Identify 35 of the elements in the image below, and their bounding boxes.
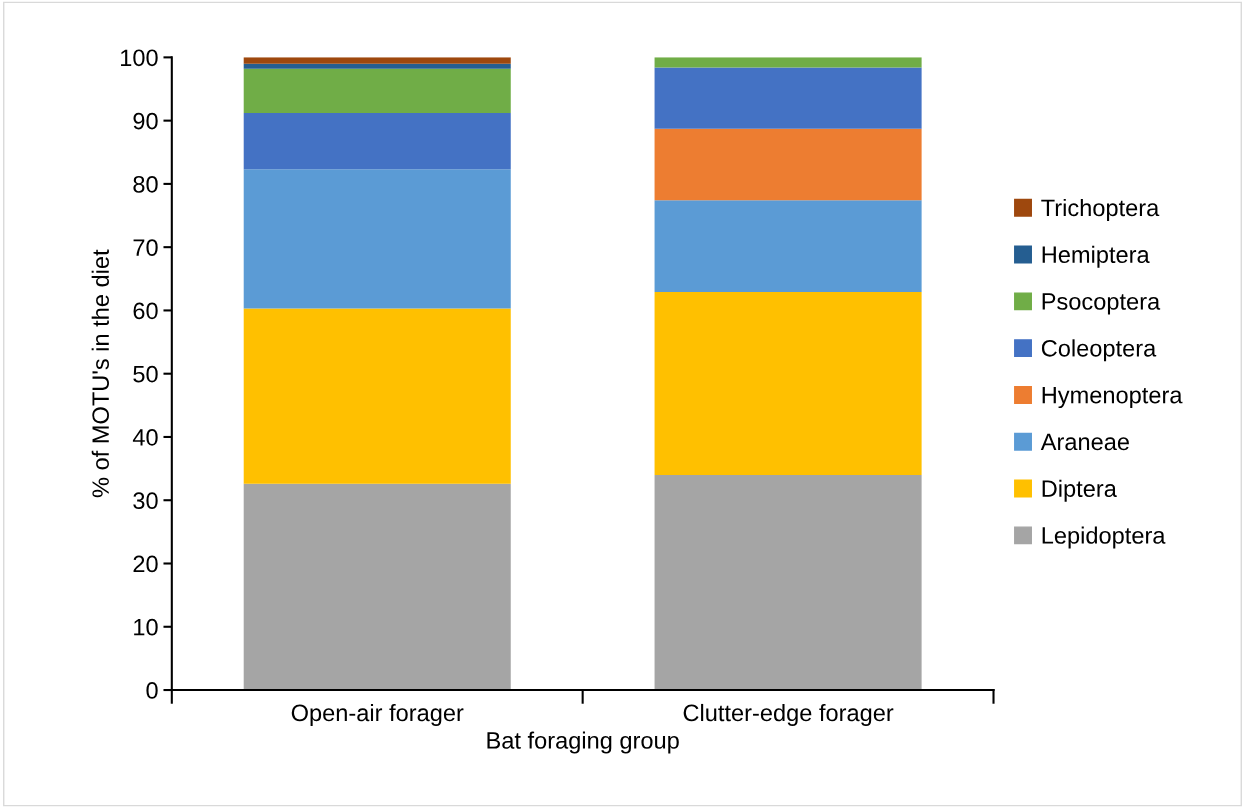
y-tick-label: 10	[134, 618, 158, 636]
y-tick-label: 90	[133, 112, 158, 130]
bar	[243, 169, 511, 309]
bar	[654, 200, 922, 293]
bar	[243, 57, 511, 64]
y-tick-label: 70	[133, 239, 158, 256]
legend-label: Coleoptera	[1041, 339, 1157, 362]
y-tick-label: 60	[133, 302, 158, 320]
legend-label: Hemiptera	[1042, 245, 1150, 268]
legend-label: Psocoptera	[1042, 293, 1161, 315]
legend-label: Trichoptera	[1041, 198, 1160, 221]
bar	[654, 128, 922, 201]
y-tick-label: 30	[133, 492, 158, 510]
y-tick-label: 20	[133, 555, 158, 573]
legend-label: Diptera	[1042, 479, 1117, 502]
legend-label: Araneae	[1040, 433, 1129, 451]
x-tick-label: Open-air forager	[291, 703, 464, 726]
bar	[243, 308, 511, 484]
legend-label: Hymenoptera	[1042, 386, 1183, 409]
bar	[243, 68, 511, 114]
bar	[654, 292, 922, 475]
legend-label: Lepidoptera	[1042, 526, 1166, 549]
bar	[243, 63, 511, 69]
y-tick-label: 0	[146, 682, 158, 699]
y-tick-label: 100	[121, 49, 158, 67]
bar	[654, 474, 922, 691]
x-axis-title: Bat foraging group	[487, 731, 679, 754]
y-tick-label: 40	[132, 429, 158, 446]
y-axis-title: % of MOTU's in the diet	[91, 249, 109, 498]
y-tick-label: 80	[133, 175, 158, 193]
bar	[654, 67, 922, 129]
bar	[243, 113, 511, 170]
x-tick-label: Clutter-edge forager	[683, 703, 894, 726]
y-tick-label: 50	[133, 365, 158, 383]
bar	[243, 483, 511, 691]
